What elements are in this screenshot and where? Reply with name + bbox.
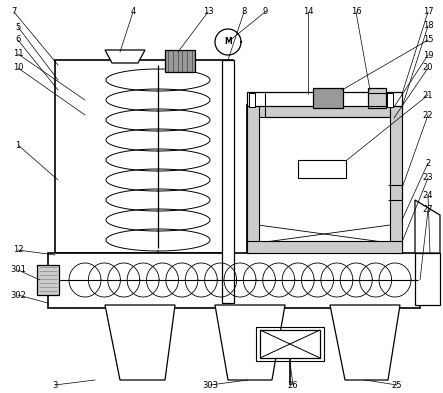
Bar xyxy=(298,160,346,178)
Text: 5: 5 xyxy=(16,22,21,31)
Text: 10: 10 xyxy=(13,64,23,72)
Text: 15: 15 xyxy=(423,35,433,44)
Polygon shape xyxy=(105,305,175,380)
Polygon shape xyxy=(415,200,440,253)
Text: 1: 1 xyxy=(16,141,21,149)
Text: 17: 17 xyxy=(423,7,433,17)
Bar xyxy=(247,92,402,106)
Text: 22: 22 xyxy=(423,110,433,119)
Bar xyxy=(368,88,386,108)
Text: 21: 21 xyxy=(423,90,433,99)
Text: 301: 301 xyxy=(10,266,26,274)
Text: 4: 4 xyxy=(130,7,136,17)
Bar xyxy=(247,105,402,253)
Text: 24: 24 xyxy=(423,191,433,200)
Text: 8: 8 xyxy=(241,7,247,17)
Bar xyxy=(247,241,402,253)
Bar xyxy=(247,105,402,117)
Bar xyxy=(258,115,391,243)
Text: 14: 14 xyxy=(303,7,313,17)
Bar xyxy=(260,330,320,358)
Text: 26: 26 xyxy=(288,380,298,389)
Text: 12: 12 xyxy=(13,246,23,255)
Text: 19: 19 xyxy=(423,50,433,59)
Text: 302: 302 xyxy=(10,290,26,299)
Polygon shape xyxy=(105,50,145,63)
Bar xyxy=(390,105,402,253)
Text: 25: 25 xyxy=(392,380,402,389)
Text: 23: 23 xyxy=(423,173,433,182)
Text: 27: 27 xyxy=(423,206,433,215)
Text: 2: 2 xyxy=(425,158,431,167)
Bar xyxy=(313,88,343,108)
Bar xyxy=(222,60,234,303)
Text: 16: 16 xyxy=(351,7,361,17)
Text: 3: 3 xyxy=(52,380,58,389)
Bar xyxy=(165,50,195,72)
Bar xyxy=(37,265,59,295)
Bar xyxy=(247,105,259,253)
Polygon shape xyxy=(415,253,440,305)
Text: 6: 6 xyxy=(16,35,21,44)
Text: 11: 11 xyxy=(13,50,23,59)
Bar xyxy=(48,253,420,308)
Text: 303: 303 xyxy=(202,380,218,389)
Polygon shape xyxy=(215,305,285,380)
Bar xyxy=(256,327,324,361)
Bar xyxy=(387,93,393,107)
Bar xyxy=(55,60,233,253)
Text: 18: 18 xyxy=(423,22,433,31)
Polygon shape xyxy=(330,305,400,380)
Bar xyxy=(249,93,255,107)
Text: 9: 9 xyxy=(262,7,268,17)
Text: 7: 7 xyxy=(12,7,17,17)
Text: M: M xyxy=(224,37,232,46)
Text: 20: 20 xyxy=(423,64,433,72)
Text: 13: 13 xyxy=(203,7,214,17)
